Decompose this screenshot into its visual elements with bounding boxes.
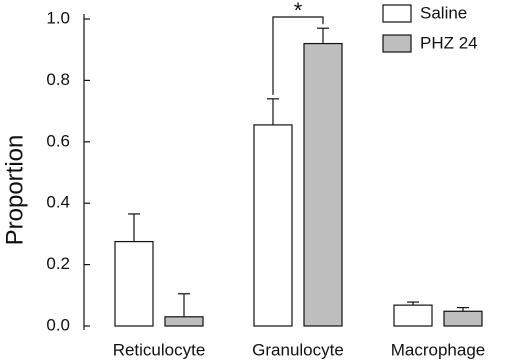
y-tick-label: 0.2	[46, 254, 70, 273]
significance-bracket	[272, 16, 324, 95]
x-tick-label: Granulocyte	[252, 340, 344, 359]
legend-swatch	[382, 34, 412, 53]
error-bar	[317, 27, 329, 44]
error-bar	[457, 306, 469, 312]
y-tick-label: 0.4	[46, 193, 70, 212]
error-bar	[407, 301, 419, 306]
error-bar	[178, 293, 190, 317]
y-tick-label: 0.0	[46, 315, 70, 334]
bar	[164, 316, 204, 327]
significance-label: *	[294, 0, 303, 23]
y-tick-label: 0.8	[46, 70, 70, 89]
y-tick-label: 1.0	[46, 8, 70, 27]
legend-label: PHZ 24	[420, 33, 478, 52]
bar	[443, 310, 483, 327]
legend-swatch	[382, 4, 412, 23]
legend-label: Saline	[420, 3, 467, 22]
bar	[253, 124, 293, 327]
y-tick-label: 0.6	[46, 131, 70, 150]
bar	[303, 42, 343, 327]
error-bar	[267, 98, 279, 125]
y-axis-label: Proportion	[1, 135, 28, 246]
error-bar	[128, 213, 140, 242]
bar	[114, 240, 154, 327]
bar	[393, 304, 433, 327]
x-tick-label: Reticulocyte	[113, 340, 206, 359]
x-tick-label: Macrophage	[391, 340, 486, 359]
